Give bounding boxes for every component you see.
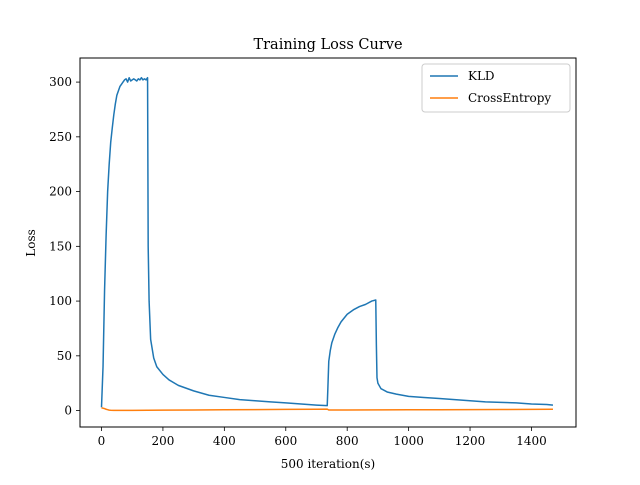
plot-frame	[79, 57, 577, 428]
legend: KLD CrossEntropy	[421, 63, 571, 113]
y-tick-label: 200	[49, 185, 72, 199]
y-axis: 0 50 100 150 200 250 300	[49, 75, 80, 418]
x-tick-label: 1000	[393, 434, 424, 448]
x-tick-label: 200	[151, 434, 174, 448]
y-tick-label: 250	[49, 130, 72, 144]
x-tick-label: 400	[213, 434, 236, 448]
y-tick-label: 0	[64, 404, 72, 418]
series-line-kld	[100, 76, 554, 408]
y-tick-label: 300	[49, 75, 72, 89]
x-axis-label: 500 iteration(s)	[281, 457, 376, 471]
series-layer	[100, 76, 554, 412]
x-tick-label: 0	[98, 434, 106, 448]
legend-label-kld: KLD	[468, 69, 495, 83]
x-tick-label: 600	[274, 434, 297, 448]
x-tick-label: 1200	[455, 434, 486, 448]
legend-box	[421, 63, 571, 113]
y-axis-label: Loss	[24, 229, 38, 257]
y-tick-label: 50	[57, 349, 72, 363]
y-tick-label: 150	[49, 239, 72, 253]
x-axis: 0 200 400 600 800 1000 1200 1400	[98, 427, 547, 448]
x-tick-label: 800	[336, 434, 359, 448]
x-tick-label: 1400	[516, 434, 547, 448]
y-tick-label: 100	[49, 294, 72, 308]
legend-label-crossentropy: CrossEntropy	[468, 91, 551, 105]
series-line-crossentropy	[101, 407, 553, 412]
chart-title: Training Loss Curve	[253, 37, 402, 53]
